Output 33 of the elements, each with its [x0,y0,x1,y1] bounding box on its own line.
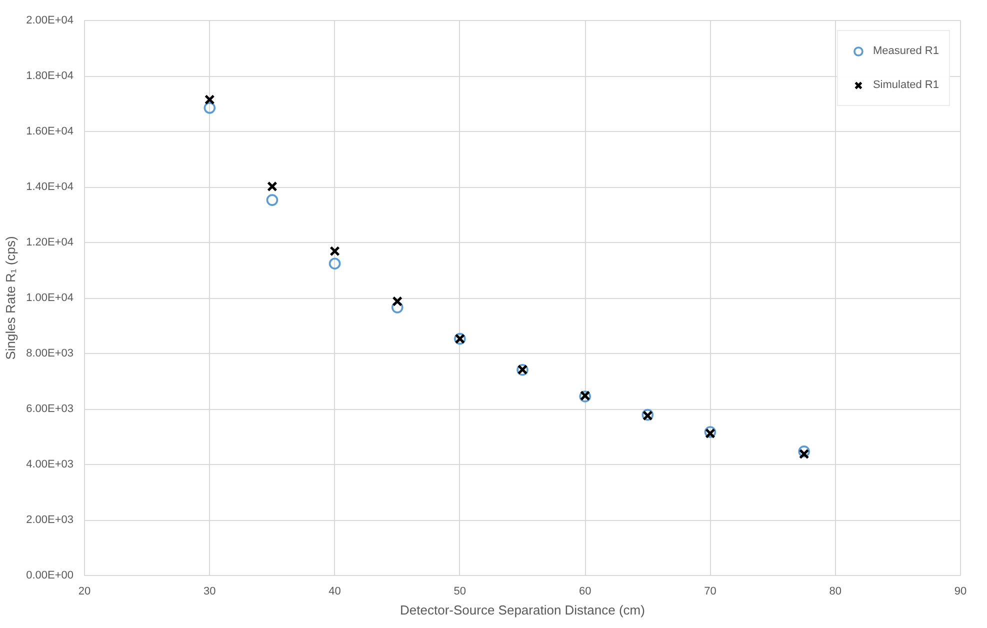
point [330,246,340,256]
x-axis-title: Detector-Source Separation Distance (cm) [400,602,645,618]
y-tick-label: 4.00E+03 [26,458,74,470]
x-tick-label: 40 [328,586,341,598]
y-tick-label: 2.00E+04 [26,14,74,26]
y-tick-label: 6.00E+03 [26,403,74,415]
point [798,446,810,458]
point [204,94,215,105]
x-tick-label: 80 [829,586,842,598]
point [204,102,216,114]
legend-label: Measured R1 [872,45,939,57]
point [267,181,278,192]
y-tick-label: 0.00E+00 [26,570,74,582]
point [392,296,402,306]
x-tick-label: 30 [204,586,216,598]
point [266,194,278,206]
legend-label: Simulated R1 [872,79,939,91]
x-tick-label: 70 [704,586,716,598]
x-tick-label: 50 [454,586,466,598]
y-tick-label: 2.00E+03 [26,514,74,526]
point [328,258,341,270]
y-axis-title: Singles Rate R₁ (cps) [3,236,18,360]
x-tick-label: 90 [954,586,967,598]
y-tick-label: 1.40E+04 [26,181,74,193]
y-tick-label: 1.00E+04 [26,292,74,304]
x-tick-label: 60 [578,586,592,598]
y-tick-label: 1.80E+04 [26,70,74,82]
y-tick-label: 1.60E+04 [26,126,74,138]
x-tick-label: 20 [78,586,91,598]
point [798,448,810,460]
point [391,302,404,314]
y-tick-label: 1.20E+04 [26,236,74,248]
y-tick-label: 8.00E+03 [26,348,74,360]
